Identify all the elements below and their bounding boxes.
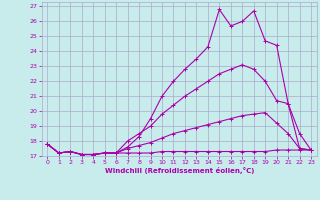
X-axis label: Windchill (Refroidissement éolien,°C): Windchill (Refroidissement éolien,°C): [105, 167, 254, 174]
